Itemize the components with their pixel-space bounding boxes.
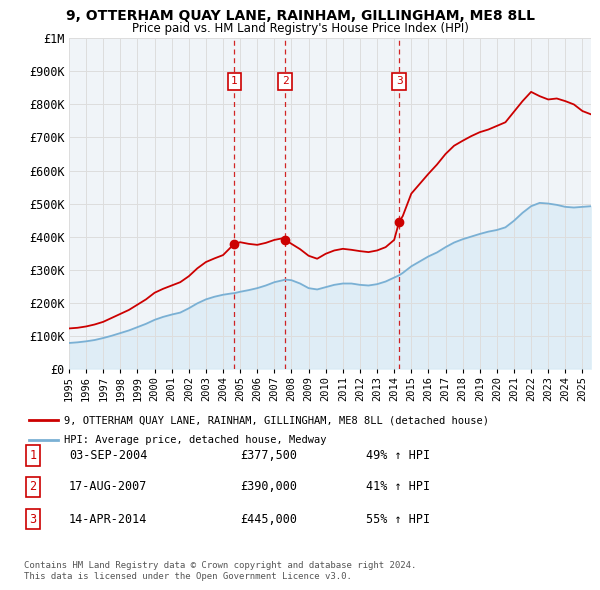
Text: Price paid vs. HM Land Registry's House Price Index (HPI): Price paid vs. HM Land Registry's House … xyxy=(131,22,469,35)
Text: £445,000: £445,000 xyxy=(240,513,297,526)
Text: 49% ↑ HPI: 49% ↑ HPI xyxy=(366,449,430,462)
Text: 9, OTTERHAM QUAY LANE, RAINHAM, GILLINGHAM, ME8 8LL (detached house): 9, OTTERHAM QUAY LANE, RAINHAM, GILLINGH… xyxy=(64,415,489,425)
Text: 03-SEP-2004: 03-SEP-2004 xyxy=(69,449,148,462)
Text: 3: 3 xyxy=(396,76,403,86)
Text: 1: 1 xyxy=(29,449,37,462)
Text: 2: 2 xyxy=(29,480,37,493)
Text: £377,500: £377,500 xyxy=(240,449,297,462)
Text: 14-APR-2014: 14-APR-2014 xyxy=(69,513,148,526)
Text: HPI: Average price, detached house, Medway: HPI: Average price, detached house, Medw… xyxy=(64,435,326,444)
Text: 3: 3 xyxy=(29,513,37,526)
Text: This data is licensed under the Open Government Licence v3.0.: This data is licensed under the Open Gov… xyxy=(24,572,352,581)
Text: £390,000: £390,000 xyxy=(240,480,297,493)
Text: 2: 2 xyxy=(282,76,289,86)
Text: Contains HM Land Registry data © Crown copyright and database right 2024.: Contains HM Land Registry data © Crown c… xyxy=(24,560,416,569)
Text: 17-AUG-2007: 17-AUG-2007 xyxy=(69,480,148,493)
Text: 55% ↑ HPI: 55% ↑ HPI xyxy=(366,513,430,526)
Text: 1: 1 xyxy=(231,76,238,86)
Text: 9, OTTERHAM QUAY LANE, RAINHAM, GILLINGHAM, ME8 8LL: 9, OTTERHAM QUAY LANE, RAINHAM, GILLINGH… xyxy=(65,9,535,23)
Text: 41% ↑ HPI: 41% ↑ HPI xyxy=(366,480,430,493)
